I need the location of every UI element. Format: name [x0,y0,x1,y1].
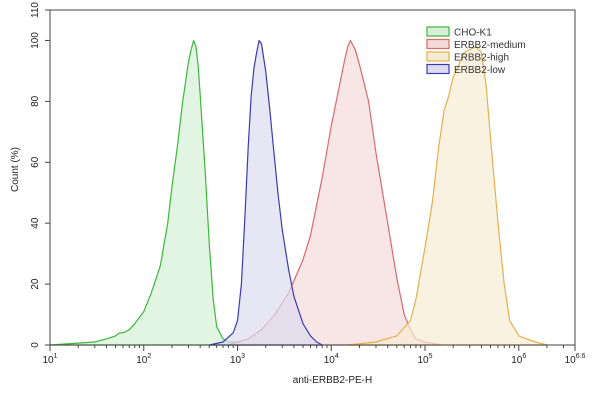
y-tick-label: 80 [30,95,41,107]
x-tick-label: 102 [136,353,151,366]
x-axis-title: anti-ERBB2-PE-H [293,375,372,386]
series-area-erbb2-high [347,45,548,346]
plot-frame [49,9,576,346]
legend-label-erbb2-medium: ERBB2-medium [454,40,526,51]
series-area-erbb2-low [208,39,323,346]
series-area-cho-k1 [49,39,255,346]
x-tick-label: 103 [230,353,245,366]
legend-swatch-erbb2-high [426,51,450,62]
x-axis: 101 102 103 104 105 106 106.6 [42,345,586,366]
y-tick-label: 20 [30,278,41,290]
legend-label-erbb2-low: ERBB2-low [454,65,506,76]
x-tick-label: 105 [417,353,432,366]
x-tick-label: 104 [324,353,339,366]
plot-area [49,39,548,346]
y-tick-label: 40 [30,217,41,229]
y-tick-label: 0 [30,342,41,348]
x-tick-label: 106.6 [565,353,586,366]
y-tick-label: 60 [30,156,41,168]
legend-label-cho-k1: CHO-K1 [454,28,492,39]
y-axis: 0 20 40 60 80 100 110 [30,2,50,348]
y-axis-title: Count (%) [10,147,21,192]
legend-swatch-erbb2-low [426,63,450,75]
legend-label-erbb2-high: ERBB2-high [454,53,509,64]
legend-swatch-erbb2-medium [426,38,450,50]
legend-swatch-cho-k1 [426,26,450,37]
y-tick-label: 110 [30,2,41,18]
x-tick-label: 101 [42,353,57,366]
x-tick-label: 106 [511,353,526,366]
y-tick-label: 100 [30,32,41,49]
